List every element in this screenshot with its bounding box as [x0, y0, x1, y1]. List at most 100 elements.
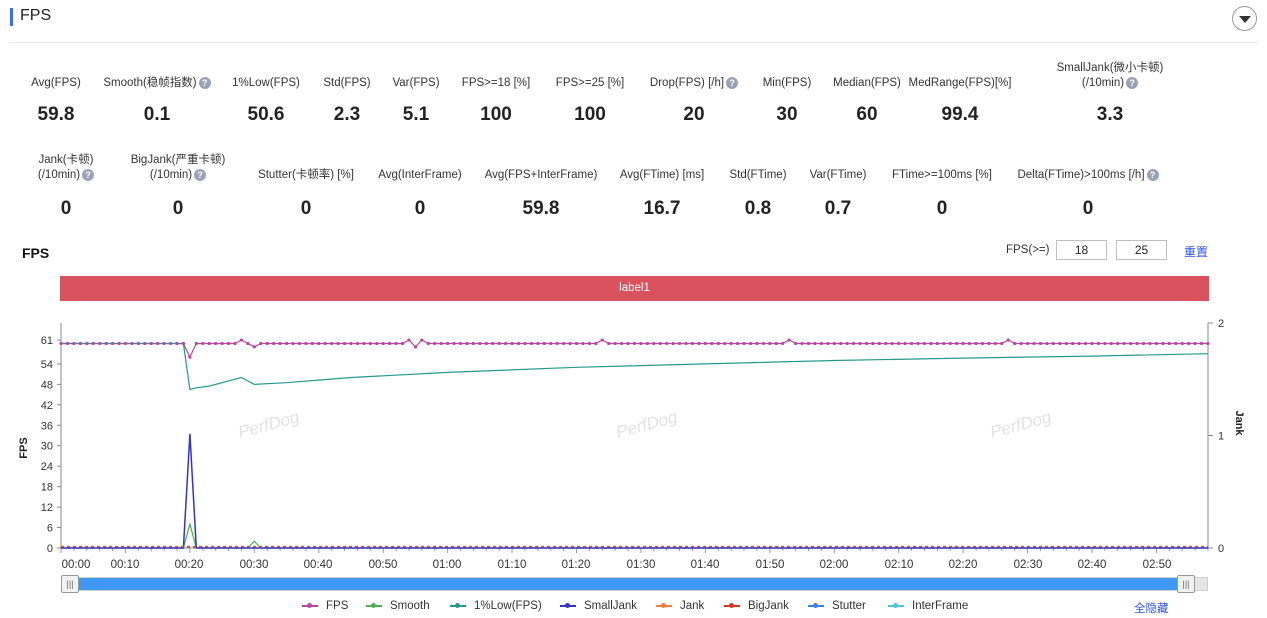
threshold-input-1[interactable]: [1056, 240, 1107, 260]
x-tick-label: 01:40: [691, 559, 720, 571]
hide-all-link[interactable]: 全隐藏: [1134, 603, 1169, 615]
chart-title: FPS: [22, 245, 50, 261]
metric-label: Jank(卡顿): [38, 154, 94, 166]
metric-card: SmallJank(微小卡顿) (/10min)? 3.3: [1030, 61, 1190, 125]
fps-point: [774, 341, 778, 346]
fps-point: [1025, 341, 1030, 346]
metric-label: 1%Low(FPS): [232, 77, 300, 89]
legend-item[interactable]: 1%Low(FPS): [450, 600, 542, 612]
metric-label: Var(FPS): [392, 77, 440, 89]
legend-item[interactable]: Stutter: [808, 600, 866, 612]
fps-point: [806, 341, 811, 346]
slider-right-handle[interactable]: |||: [1177, 575, 1195, 593]
help-icon[interactable]: ?: [1146, 168, 1159, 181]
legend-item[interactable]: FPS: [302, 600, 348, 612]
watermark-text: PerfDog: [614, 407, 680, 442]
fps-point: [388, 341, 392, 346]
metric-value: 0: [60, 198, 72, 219]
fps-point: [181, 341, 186, 346]
fps-point: [59, 341, 63, 346]
fps-point: [542, 341, 546, 346]
x-tick-label: 02:50: [1143, 559, 1172, 571]
fps-point: [529, 341, 533, 346]
fps-point: [336, 341, 340, 346]
fps-point: [961, 341, 965, 346]
fps-point: [819, 341, 823, 346]
fps-point: [826, 341, 830, 346]
metric-label: Median(FPS): [833, 77, 901, 89]
fps-point: [781, 341, 785, 346]
fps-point: [1000, 341, 1004, 346]
metric-value: 0: [936, 198, 948, 219]
fps-point: [1167, 341, 1171, 346]
fps-point: [284, 341, 289, 346]
x-tick-label: 00:50: [369, 559, 398, 571]
metric-label: Min(FPS): [762, 77, 812, 89]
metric-value: 60: [856, 104, 878, 125]
legend-item[interactable]: Smooth: [366, 600, 430, 612]
fps-point: [980, 341, 985, 346]
fps-point: [72, 341, 76, 346]
fps-point: [446, 341, 450, 346]
metric-label: Std(FTime): [729, 169, 787, 181]
metric-label: Delta(FTime)>100ms [/h]: [1017, 169, 1145, 181]
metric-label: FTime>=100ms [%]: [892, 169, 992, 181]
fps-point: [471, 341, 476, 346]
help-icon[interactable]: ?: [82, 168, 95, 181]
section-title: FPS: [20, 7, 52, 24]
fps-point: [768, 341, 772, 346]
fps-point: [955, 341, 959, 346]
accent-bar: [10, 8, 13, 26]
collapse-button[interactable]: [1232, 6, 1257, 31]
fps-point: [549, 341, 553, 346]
fps-point: [1032, 341, 1036, 346]
threshold-input-2[interactable]: [1116, 240, 1167, 260]
fps-point: [491, 341, 495, 346]
fps-point: [761, 341, 765, 346]
reset-link[interactable]: 重置: [1184, 245, 1209, 259]
time-slider-range[interactable]: [75, 578, 1180, 590]
metric-value: 0: [300, 198, 312, 219]
fps-point: [1187, 341, 1191, 346]
fps-point: [226, 341, 231, 346]
x-tick-label: 02:00: [820, 559, 849, 571]
fps-point: [568, 341, 572, 346]
legend-item[interactable]: BigJank: [724, 600, 789, 612]
legend-item[interactable]: Jank: [656, 600, 704, 612]
legend-item[interactable]: InterFrame: [888, 600, 968, 612]
section-header: FPS: [10, 0, 1258, 43]
metric-card: Std(FPS) 2.3: [267, 76, 427, 125]
legend-swatch: [808, 602, 824, 608]
metric-label: Drop(FPS) [/h]: [649, 77, 725, 89]
help-icon[interactable]: ?: [726, 76, 739, 89]
fps-point: [1019, 341, 1023, 346]
y-tick-label: 24: [41, 461, 53, 473]
fps-chart[interactable]: PerfDog PerfDog PerfDog0612182430364248546…: [0, 310, 1267, 572]
legend-item[interactable]: SmallJank: [560, 600, 637, 612]
fps-point: [381, 341, 385, 346]
legend-swatch: [302, 602, 318, 608]
fps-point: [252, 345, 256, 349]
fps-point: [1174, 341, 1178, 346]
fps-point: [143, 341, 147, 346]
fps-point: [91, 341, 95, 346]
metric-card: Min(FPS) 30: [707, 76, 867, 125]
legend-swatch: [656, 602, 672, 608]
fps-point: [188, 355, 192, 359]
metric-label-unit: (/10min): [1081, 77, 1125, 89]
fps-point: [259, 341, 263, 346]
fps-point: [1154, 341, 1159, 346]
legend-swatch: [450, 602, 466, 608]
help-icon[interactable]: ?: [194, 168, 207, 181]
help-icon[interactable]: ?: [1126, 76, 1139, 89]
fps-point: [652, 341, 656, 346]
x-tick-label: 02:10: [885, 559, 914, 571]
x-tick-label: 02:40: [1078, 559, 1107, 571]
fps-point: [748, 341, 753, 346]
label-band[interactable]: label1: [60, 276, 1209, 301]
help-icon[interactable]: ?: [198, 76, 211, 89]
fps-point: [420, 338, 424, 342]
fps-point: [162, 341, 166, 346]
slider-left-handle[interactable]: |||: [61, 575, 79, 593]
metric-label: Avg(FPS): [31, 77, 81, 89]
